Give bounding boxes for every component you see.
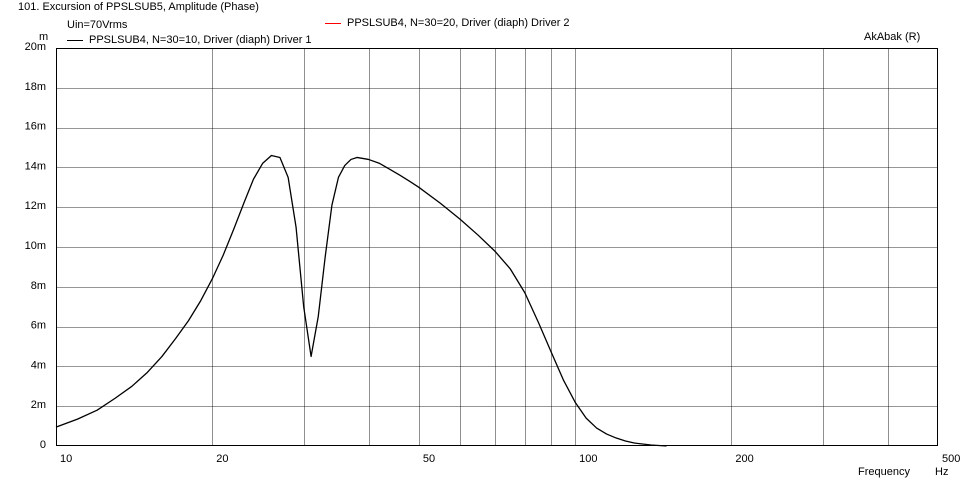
chart-subtitle: Uin=70Vrms: [67, 19, 128, 31]
x-tick-label-500: 500: [942, 453, 960, 465]
chart-frame: [56, 48, 938, 446]
x-tick-label-20: 20: [216, 453, 228, 465]
y-tick-label-6m: 6m: [31, 320, 46, 332]
y-tick-label-12m: 12m: [25, 200, 46, 212]
y-tick-label-10m: 10m: [25, 240, 46, 252]
y-axis-ticks: 0 2m 4m 6m 8m 10m 12m 14m 16m 18m 20m: [25, 41, 46, 451]
x-axis-label: Frequency: [858, 466, 910, 478]
chart-title: 101. Excursion of PPSLSUB5, Amplitude (P…: [18, 1, 259, 13]
chart-grid: [56, 48, 938, 446]
legend-entry-driver-1: PPSLSUB4, N=30=10, Driver (diaph) Driver…: [67, 34, 312, 46]
x-tick-label-200: 200: [735, 453, 753, 465]
x-tick-label-50: 50: [423, 453, 435, 465]
x-axis-ticks: 10 20 50 100 200 500: [60, 453, 960, 465]
plot-border: [56, 48, 938, 446]
x-tick-label-10: 10: [60, 453, 72, 465]
x-unit-label: Hz: [935, 466, 949, 478]
series-line-driver-1: [55, 154, 667, 447]
y-tick-label-4m: 4m: [31, 359, 46, 371]
x-tick-label-100: 100: [579, 453, 597, 465]
y-tick-label-8m: 8m: [31, 280, 46, 292]
y-tick-label-18m: 18m: [25, 81, 46, 93]
y-tick-label-14m: 14m: [25, 160, 46, 172]
software-label: AkAbak (R): [864, 31, 921, 43]
legend-entry-driver-2: PPSLSUB4, N=30=20, Driver (diaph) Driver…: [325, 17, 570, 29]
chart-series: [55, 154, 667, 447]
legend-label-driver-2: PPSLSUB4, N=30=20, Driver (diaph) Driver…: [347, 17, 570, 29]
y-tick-label-2m: 2m: [31, 399, 46, 411]
y-tick-label-20m: 20m: [25, 41, 46, 53]
y-tick-label-16m: 16m: [25, 121, 46, 133]
y-tick-label-0: 0: [40, 439, 46, 451]
y-unit-label: m: [39, 31, 49, 43]
legend-swatch-driver-2: [325, 22, 341, 24]
legend-swatch-driver-1: [67, 39, 83, 41]
legend-label-driver-1: PPSLSUB4, N=30=10, Driver (diaph) Driver…: [89, 34, 312, 46]
